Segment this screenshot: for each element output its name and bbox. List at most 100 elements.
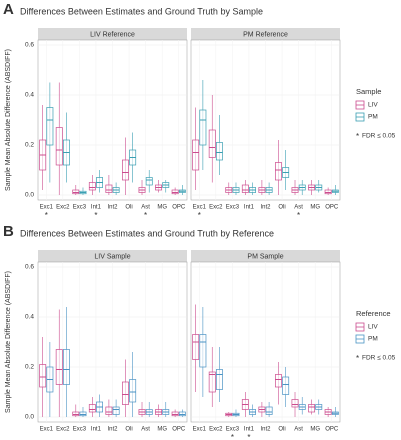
x-tick-label: Exc2 bbox=[56, 205, 70, 211]
box bbox=[215, 369, 223, 390]
x-tick-label: Ast bbox=[141, 427, 150, 433]
facet-strip bbox=[191, 28, 340, 40]
box bbox=[129, 379, 137, 403]
x-tick-label: OPC bbox=[325, 205, 339, 211]
legend-note: FDR ≤ 0.05 bbox=[362, 355, 396, 362]
x-tick-label: Exc1 bbox=[40, 205, 54, 211]
significance-marker: * bbox=[94, 211, 97, 220]
legend-title: Sample bbox=[356, 87, 381, 96]
box bbox=[199, 109, 207, 146]
y-tick-label: 0.0 bbox=[25, 414, 34, 421]
y-axis-label: Sample Mean Absolute Difference (ABSDIFF… bbox=[5, 49, 12, 191]
box bbox=[145, 177, 153, 186]
y-tick-label: 0.2 bbox=[25, 364, 34, 371]
y-tick-label: 0.4 bbox=[25, 314, 34, 321]
box bbox=[265, 406, 273, 415]
facet-strip bbox=[38, 28, 187, 40]
x-tick-label: OPC bbox=[172, 427, 186, 433]
box bbox=[72, 189, 80, 195]
box bbox=[79, 411, 87, 417]
box bbox=[291, 399, 299, 408]
box bbox=[105, 184, 113, 193]
y-tick-label: 0.0 bbox=[25, 192, 34, 199]
x-tick-label: Oli bbox=[125, 205, 132, 211]
x-tick-label: OPC bbox=[325, 427, 339, 433]
y-tick-label: 0.6 bbox=[25, 264, 34, 271]
box bbox=[241, 184, 249, 193]
legend-label: LIV bbox=[368, 324, 378, 331]
x-tick-label: Exc3 bbox=[226, 427, 240, 433]
x-tick-label: Oli bbox=[125, 427, 132, 433]
x-tick-label: MG bbox=[157, 205, 167, 211]
x-tick-label: Exc3 bbox=[73, 427, 87, 433]
facet-strip bbox=[191, 250, 340, 262]
y-tick-label: 0.6 bbox=[25, 42, 34, 49]
chart-title: Differences Between Estimates and Ground… bbox=[20, 228, 274, 238]
box bbox=[105, 406, 113, 415]
panel-label: B bbox=[3, 223, 14, 240]
box bbox=[122, 159, 129, 181]
facet-title: LIV Reference bbox=[90, 31, 135, 38]
y-tick-label: 0.2 bbox=[25, 142, 34, 149]
box bbox=[275, 374, 282, 388]
significance-marker: * bbox=[144, 211, 147, 220]
x-tick-label: Int2 bbox=[260, 205, 271, 211]
x-tick-label: Int2 bbox=[260, 427, 271, 433]
x-tick-label: Int1 bbox=[244, 427, 255, 433]
x-tick-label: MG bbox=[310, 427, 320, 433]
significance-marker: * bbox=[231, 433, 234, 440]
x-tick-label: Int1 bbox=[244, 205, 255, 211]
x-tick-label: Exc1 bbox=[193, 205, 207, 211]
x-tick-label: Exc2 bbox=[209, 205, 223, 211]
x-tick-label: Int2 bbox=[107, 205, 118, 211]
box bbox=[122, 381, 129, 405]
x-tick-label: Exc2 bbox=[56, 427, 70, 433]
box bbox=[192, 334, 200, 360]
significance-marker: * bbox=[247, 433, 250, 440]
y-tick-label: 0.4 bbox=[25, 92, 34, 99]
x-tick-label: OPC bbox=[172, 205, 186, 211]
box bbox=[62, 349, 70, 385]
legend-note: FDR ≤ 0.05 bbox=[362, 133, 396, 140]
significance-marker: * bbox=[297, 211, 300, 220]
x-tick-label: Ast bbox=[294, 205, 303, 211]
box bbox=[208, 371, 216, 393]
legend-title: Reference bbox=[356, 309, 391, 318]
legend-marker: * bbox=[356, 132, 359, 141]
facet-title: PM Reference bbox=[243, 31, 288, 38]
x-tick-label: Exc2 bbox=[209, 427, 223, 433]
legend-label: PM bbox=[368, 336, 378, 343]
facet-title: PM Sample bbox=[247, 253, 283, 260]
box bbox=[208, 129, 216, 158]
box bbox=[171, 411, 179, 417]
facet-title: LIV Sample bbox=[94, 253, 130, 260]
box bbox=[324, 189, 332, 195]
box bbox=[88, 404, 96, 413]
box bbox=[39, 364, 47, 388]
x-tick-label: Ast bbox=[294, 427, 303, 433]
x-tick-label: Int1 bbox=[91, 427, 102, 433]
panel-label: A bbox=[3, 1, 14, 18]
box bbox=[178, 411, 186, 417]
x-tick-label: Int1 bbox=[91, 205, 102, 211]
significance-marker: * bbox=[198, 211, 201, 220]
box bbox=[308, 404, 316, 413]
x-tick-label: Oli bbox=[278, 205, 285, 211]
legend-label: PM bbox=[368, 114, 378, 121]
box bbox=[112, 406, 120, 415]
box bbox=[215, 142, 223, 161]
legend-marker: * bbox=[356, 354, 359, 363]
facet-strip bbox=[38, 250, 187, 262]
significance-marker: * bbox=[45, 211, 48, 220]
x-tick-label: Ast bbox=[141, 205, 150, 211]
x-tick-label: Exc1 bbox=[40, 427, 54, 433]
y-axis-label: Sample Mean Absolute Difference (ABSDIFF… bbox=[5, 271, 12, 413]
x-tick-label: Oli bbox=[278, 427, 285, 433]
box bbox=[88, 182, 96, 191]
box bbox=[46, 107, 54, 146]
box bbox=[282, 376, 290, 395]
x-tick-label: Exc3 bbox=[73, 205, 87, 211]
x-tick-label: MG bbox=[310, 205, 320, 211]
chart-title: Differences Between Estimates and Ground… bbox=[20, 6, 263, 16]
x-tick-label: Exc1 bbox=[193, 427, 207, 433]
